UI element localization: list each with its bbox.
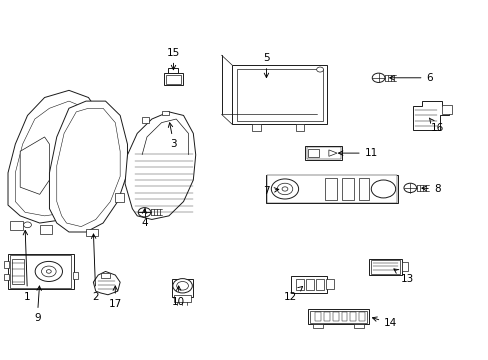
Bar [4, 261, 9, 268]
Text: 4: 4 [141, 209, 147, 228]
Circle shape [35, 261, 62, 282]
Text: 12: 12 [284, 287, 302, 302]
Bar [358, 178, 368, 200]
Bar [316, 279, 324, 290]
Text: 6: 6 [389, 73, 432, 83]
Bar [315, 312, 321, 321]
Text: 3: 3 [168, 123, 177, 149]
Bar [165, 75, 180, 84]
Bar [86, 229, 98, 235]
Bar [305, 279, 313, 290]
Bar [401, 262, 407, 271]
Bar [349, 312, 355, 321]
Bar [370, 260, 399, 274]
Circle shape [371, 73, 384, 82]
Bar [73, 272, 78, 279]
Bar [8, 253, 74, 289]
Bar [40, 225, 52, 234]
Text: 11: 11 [338, 148, 377, 158]
Bar [295, 124, 304, 131]
Bar [341, 312, 346, 321]
Polygon shape [142, 119, 188, 155]
Text: 7: 7 [263, 186, 278, 196]
Bar [266, 175, 397, 203]
Polygon shape [59, 137, 88, 194]
Text: 10: 10 [172, 286, 185, 307]
Circle shape [282, 187, 287, 191]
Bar [325, 178, 336, 200]
Text: 8: 8 [421, 184, 440, 194]
Text: 5: 5 [263, 53, 269, 78]
Bar [161, 111, 168, 116]
Text: 15: 15 [167, 48, 180, 70]
Polygon shape [20, 137, 49, 194]
Circle shape [176, 282, 188, 290]
Bar [324, 312, 329, 321]
Circle shape [172, 279, 192, 293]
Bar [312, 324, 322, 328]
Polygon shape [167, 68, 177, 73]
Circle shape [46, 270, 51, 273]
Bar [232, 65, 327, 125]
Bar [10, 255, 71, 288]
Text: 2: 2 [91, 234, 99, 302]
Polygon shape [8, 90, 108, 223]
Circle shape [41, 266, 56, 277]
Polygon shape [49, 101, 127, 232]
Bar [341, 178, 353, 200]
Bar [441, 105, 451, 114]
Bar [4, 274, 9, 280]
Bar [115, 193, 124, 202]
Bar [142, 117, 149, 123]
Bar [326, 279, 333, 289]
Bar [172, 279, 192, 297]
Circle shape [277, 183, 292, 195]
Polygon shape [125, 112, 195, 220]
Bar [332, 312, 338, 321]
Text: 9: 9 [34, 286, 41, 323]
Bar [368, 259, 401, 275]
Bar [305, 146, 341, 160]
Bar [12, 259, 24, 284]
Polygon shape [412, 101, 448, 130]
Bar [306, 147, 340, 159]
Text: 17: 17 [108, 286, 122, 309]
Bar [307, 149, 318, 157]
Bar [353, 324, 363, 328]
Circle shape [316, 67, 323, 72]
Circle shape [370, 180, 395, 198]
Circle shape [23, 222, 31, 228]
Circle shape [403, 183, 416, 193]
Text: 16: 16 [428, 118, 443, 133]
Bar [267, 175, 396, 203]
Circle shape [138, 208, 151, 217]
Polygon shape [93, 271, 120, 295]
Bar [358, 312, 364, 321]
Circle shape [271, 179, 298, 199]
Bar [101, 273, 110, 278]
Text: 13: 13 [393, 269, 414, 284]
Bar [163, 73, 182, 85]
Bar [251, 124, 260, 131]
Bar [307, 309, 368, 324]
Bar [173, 296, 190, 302]
Bar [309, 311, 366, 323]
Bar [290, 276, 327, 293]
Text: 14: 14 [372, 317, 397, 328]
Bar [237, 69, 322, 121]
Text: 1: 1 [23, 230, 31, 302]
Bar [295, 279, 303, 290]
Bar [10, 221, 22, 230]
